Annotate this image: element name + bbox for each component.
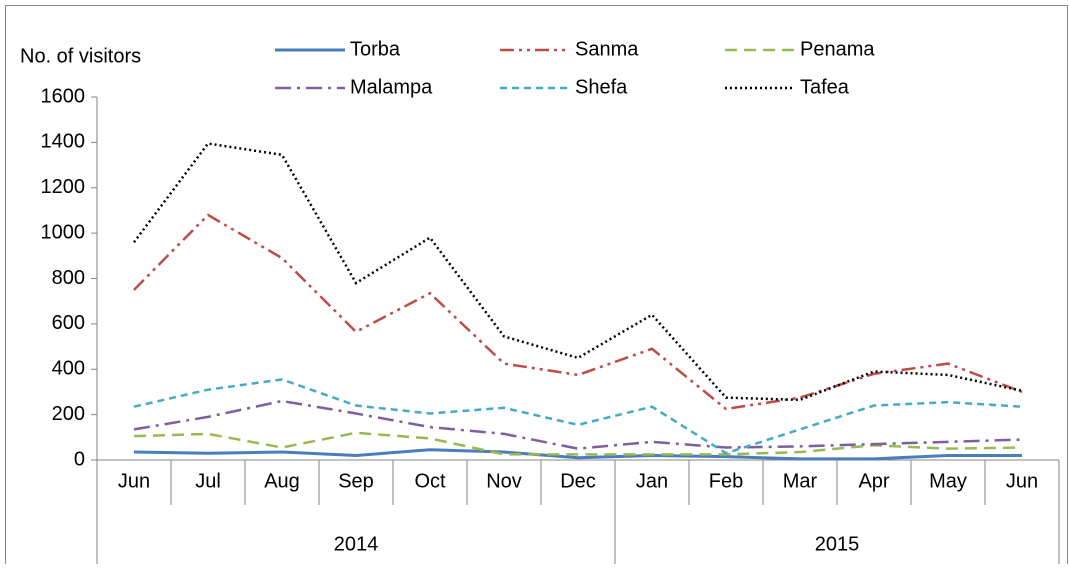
legend-label: Tafea <box>800 76 850 98</box>
x-tick-label: Jan <box>636 470 668 492</box>
series-line <box>133 399 1023 450</box>
x-tick-label: Jun <box>1006 470 1038 492</box>
y-tick-label: 1000 <box>41 221 86 243</box>
y-tick-label: 400 <box>52 358 85 380</box>
group-label: 2014 <box>334 533 379 555</box>
x-tick-label: Feb <box>709 470 743 492</box>
x-tick-label: Apr <box>858 470 889 492</box>
x-tick-label: Dec <box>560 470 596 492</box>
x-tick-label: May <box>929 470 967 492</box>
y-tick-label: 800 <box>52 267 85 289</box>
legend-label: Penama <box>800 38 875 60</box>
series-line <box>133 213 1023 411</box>
y-tick-label: 1400 <box>41 131 86 153</box>
x-tick-label: Jun <box>118 470 150 492</box>
group-label: 2015 <box>815 533 860 555</box>
legend-label: Shefa <box>575 76 628 98</box>
x-tick-label: Jul <box>195 470 221 492</box>
legend-label: Malampa <box>350 76 433 98</box>
series-line <box>132 142 1023 402</box>
series-line <box>133 378 1023 455</box>
series-line <box>133 448 1022 461</box>
chart-border <box>5 5 1068 569</box>
legend-label: Torba <box>350 38 401 60</box>
x-tick-label: Sep <box>338 470 374 492</box>
x-tick-label: Nov <box>486 470 522 492</box>
y-tick-label: 600 <box>52 312 85 334</box>
y-tick-label: 200 <box>52 403 85 425</box>
x-tick-label: Mar <box>783 470 818 492</box>
y-tick-label: 1200 <box>41 176 86 198</box>
x-tick-label: Oct <box>414 470 446 492</box>
y-tick-label: 1600 <box>41 85 86 107</box>
x-tick-label: Aug <box>264 470 300 492</box>
y-tick-label: 0 <box>74 448 85 470</box>
legend-label: Sanma <box>575 38 639 60</box>
y-axis-label: No. of visitors <box>20 45 141 67</box>
